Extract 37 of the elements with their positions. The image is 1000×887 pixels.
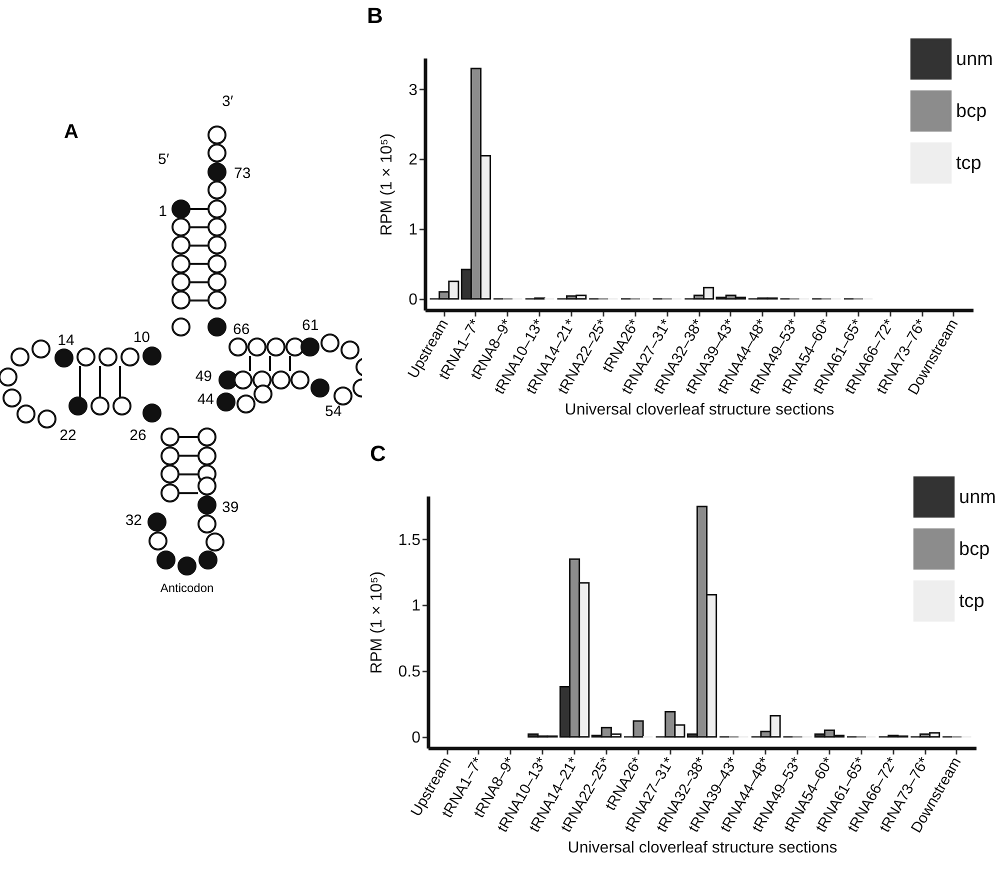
text: 39 xyxy=(222,499,239,516)
legend-label: unm xyxy=(959,487,996,508)
y-axis-title: RPM (1 × 10⁵) xyxy=(368,571,386,674)
text: 73 xyxy=(234,165,251,182)
legend-label: tcp xyxy=(959,591,984,612)
chart-title: C xyxy=(370,441,386,466)
legend-label: bcp xyxy=(959,539,990,560)
text: 1 xyxy=(158,203,167,220)
text: A xyxy=(64,121,78,143)
text: 54 xyxy=(325,403,342,420)
text: 66 xyxy=(233,321,250,338)
text: 49 xyxy=(195,368,212,385)
text: 14 xyxy=(58,332,74,349)
text: Anticodon xyxy=(160,581,214,595)
legend-label: unm xyxy=(956,49,993,70)
y-tick-label: 1 xyxy=(412,598,421,615)
y-tick-label: 1 xyxy=(408,222,418,239)
y-tick-label: 3 xyxy=(408,82,418,99)
y-tick-label: 0.5 xyxy=(398,664,421,681)
text: 3′ xyxy=(222,93,234,110)
x-axis-title: Universal cloverleaf structure sections xyxy=(564,401,834,418)
legend-label: bcp xyxy=(956,101,987,122)
y-tick-label: 0 xyxy=(408,291,418,308)
x-axis-title: Universal cloverleaf structure sections xyxy=(568,839,838,856)
text: 26 xyxy=(130,427,146,444)
text: 5′ xyxy=(158,151,170,168)
legend-label: tcp xyxy=(956,153,982,174)
text: 32 xyxy=(125,512,142,529)
text: 61 xyxy=(302,317,319,334)
y-tick-label: 2 xyxy=(408,152,418,169)
text: 22 xyxy=(60,427,76,444)
y-axis-title: RPM (1 × 10⁵) xyxy=(378,133,396,236)
chart-title: B xyxy=(367,3,383,28)
text: 44 xyxy=(197,391,214,408)
text: 10 xyxy=(133,329,150,346)
y-tick-label: 1.5 xyxy=(398,532,421,549)
y-tick-label: 0 xyxy=(412,729,421,746)
